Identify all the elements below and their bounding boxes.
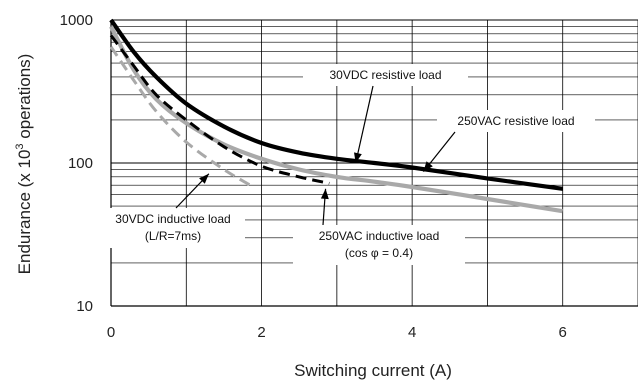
y-tick-label: 100 [68, 155, 93, 172]
annotation-label-a250i: (cos φ = 0.4) [345, 246, 413, 260]
y-axis-title: Endurance (x 103 operations) [14, 54, 34, 275]
annotation-box-a30r [303, 64, 468, 86]
annotation-arrowhead-a30r [354, 152, 362, 163]
annotation-box-a250r [437, 110, 595, 132]
y-axis-title-superscript: 3 [14, 143, 26, 149]
x-tick-label: 4 [408, 324, 416, 341]
annotation-arrowhead-a250r [423, 161, 433, 172]
annotation-box-a30i [101, 208, 245, 248]
annotation-arrowhead-a250i [320, 188, 329, 200]
annotation-label-a250i: 250VAC inductive load [319, 229, 440, 243]
series-line-s250i [109, 45, 252, 187]
tick-labels: 0 2 4 6 10 100 1000 [60, 12, 567, 341]
y-axis-title-tail: operations) [15, 54, 34, 144]
annotations: 30VDC resistive load 250VAC resistive loa… [101, 64, 595, 265]
y-tick-label: 10 [76, 298, 93, 315]
annotation-label-a30r: 30VDC resistive load [329, 68, 441, 82]
x-axis-title: Switching current (A) [294, 361, 452, 380]
annotation-label-a30i: 30VDC inductive load [115, 212, 230, 226]
x-tick-label: 6 [559, 324, 567, 341]
series-line-s30r [109, 18, 563, 191]
series-line-s250r [109, 25, 564, 214]
y-axis-title-main: Endurance (x 10 [15, 150, 34, 275]
annotation-box-a250i [293, 225, 465, 265]
x-tick-label: 0 [107, 324, 115, 341]
annotation-arrow-line-a30r [355, 85, 374, 164]
series-lines [109, 18, 564, 214]
x-tick-label: 2 [257, 324, 265, 341]
y-tick-label: 1000 [60, 12, 93, 29]
series-line-s30i [109, 34, 330, 185]
annotation-label-a250r: 250VAC resistive load [457, 114, 574, 128]
annotation-label-a30i: (L/R=7ms) [145, 229, 201, 243]
annotation-arrowhead-a30i [199, 173, 209, 184]
